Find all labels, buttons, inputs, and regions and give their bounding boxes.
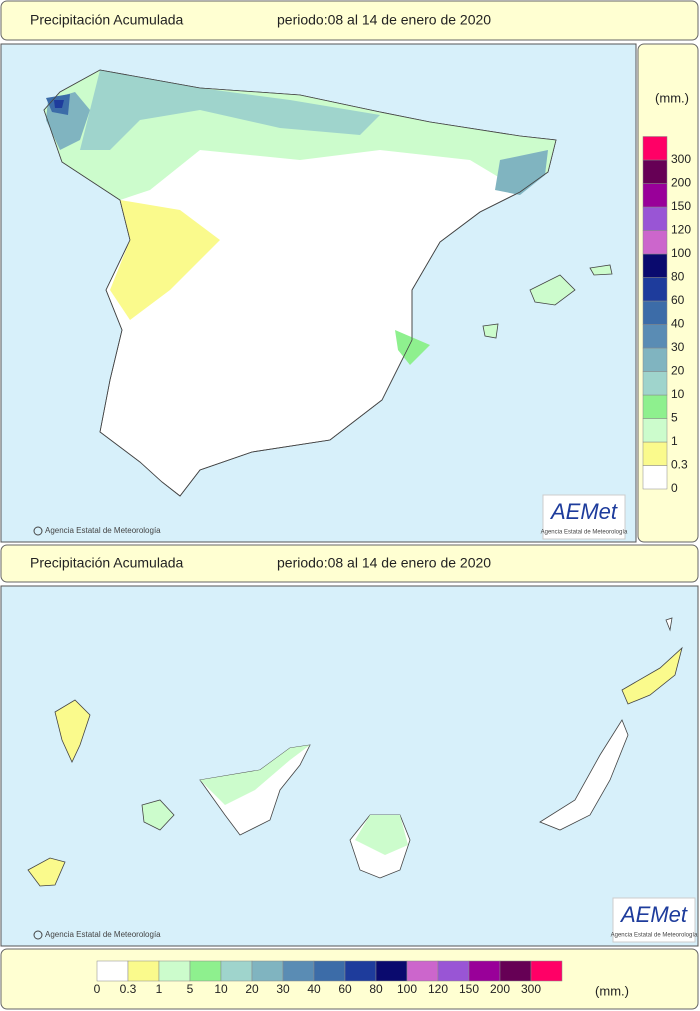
legend-swatch	[499, 960, 532, 982]
legend-label: 1	[156, 982, 163, 996]
canary-panel	[0, 585, 699, 947]
legend-label: 20	[245, 982, 259, 996]
legend-unit: (mm.)	[595, 983, 629, 998]
legend-label: 200	[490, 982, 510, 996]
legend-swatch	[220, 960, 253, 982]
legend-label: 0	[94, 982, 101, 996]
legend-swatch	[642, 441, 668, 466]
legend-swatch	[642, 465, 668, 490]
legend-swatch	[642, 159, 668, 184]
logo-subtitle: Agencia Estatal de Meteorología	[611, 933, 698, 939]
logo: AEMet	[619, 902, 688, 927]
canary-islands	[27, 617, 683, 887]
legend-label: 40	[671, 317, 685, 331]
legend-label: 0	[671, 481, 678, 495]
peninsula	[43, 69, 613, 497]
legend-unit: (mm.)	[655, 90, 689, 105]
credit: Agencia Estatal de Meteorología	[45, 526, 161, 535]
legend-label: 300	[521, 982, 541, 996]
logo-box	[542, 494, 626, 540]
legend-swatch	[642, 347, 668, 372]
legend-swatch	[642, 230, 668, 255]
legend-swatch	[642, 418, 668, 443]
legend-swatch	[406, 960, 439, 982]
legend-label: 60	[671, 293, 685, 307]
legend-label: 20	[671, 364, 685, 378]
legend-label: 150	[671, 199, 691, 213]
legend-swatch	[127, 960, 160, 982]
legend-swatch	[468, 960, 501, 982]
legend-swatch	[642, 206, 668, 231]
legend-swatch	[158, 960, 191, 982]
legend-label: 5	[187, 982, 194, 996]
legend-label: 120	[428, 982, 448, 996]
legend-label: 200	[671, 176, 691, 190]
legend-label: 40	[307, 982, 321, 996]
legend-swatch	[344, 960, 377, 982]
legend-swatch	[642, 253, 668, 278]
legend-swatch	[189, 960, 222, 982]
legend-swatch	[642, 300, 668, 325]
legend-swatch	[642, 136, 668, 161]
header-bar	[0, 0, 699, 41]
legend-label: 30	[671, 340, 685, 354]
legend-label: 10	[671, 387, 685, 401]
legend-swatch	[96, 960, 129, 982]
legend-label: 300	[671, 152, 691, 166]
horizontal-legend: 0 0.3 1 5 10 20 30 40 60 80 100 120 150 200 300	[94, 960, 563, 996]
legend-label: 30	[276, 982, 290, 996]
legend-label: 5	[671, 411, 678, 425]
legend-swatch	[437, 960, 470, 982]
header-title: Precipitación Acumulada	[30, 12, 184, 28]
legend-swatch	[642, 371, 668, 396]
legend-label: 0.3	[671, 458, 688, 472]
legend-swatch	[251, 960, 284, 982]
legend-swatch	[313, 960, 346, 982]
legend-label: 10	[214, 982, 228, 996]
header-period: periodo:08 al 14 de enero de 2020	[277, 555, 491, 571]
legend-swatch	[642, 394, 668, 419]
header-bar	[0, 544, 699, 583]
legend-label: 80	[671, 270, 685, 284]
legend-label: 1	[671, 434, 678, 448]
legend-swatch	[642, 183, 668, 208]
header-period: periodo:08 al 14 de enero de 2020	[277, 12, 491, 28]
legend-label: 100	[397, 982, 417, 996]
legend-swatch	[642, 324, 668, 349]
legend-label: 100	[671, 246, 691, 260]
legend-label: 150	[459, 982, 479, 996]
logo-box	[612, 897, 696, 943]
copyright-icon	[33, 930, 43, 940]
vertical-legend: 0 0.3 1 5 10 20 30 40 60 80 100 120 150 200 300	[642, 136, 691, 495]
logo: AEMet	[549, 499, 618, 524]
legend-swatch	[375, 960, 408, 982]
legend-label: 80	[369, 982, 383, 996]
legend-swatch	[530, 960, 563, 982]
copyright-icon	[33, 526, 43, 536]
legend-label: 120	[671, 223, 691, 237]
legend-label: 0.3	[120, 982, 137, 996]
legend-label: 60	[338, 982, 352, 996]
header-title: Precipitación Acumulada	[30, 555, 184, 571]
legend-swatch	[282, 960, 315, 982]
legend-swatch	[642, 277, 668, 302]
logo-subtitle: Agencia Estatal de Meteorología	[541, 530, 628, 536]
credit: Agencia Estatal de Meteorología	[45, 930, 161, 939]
